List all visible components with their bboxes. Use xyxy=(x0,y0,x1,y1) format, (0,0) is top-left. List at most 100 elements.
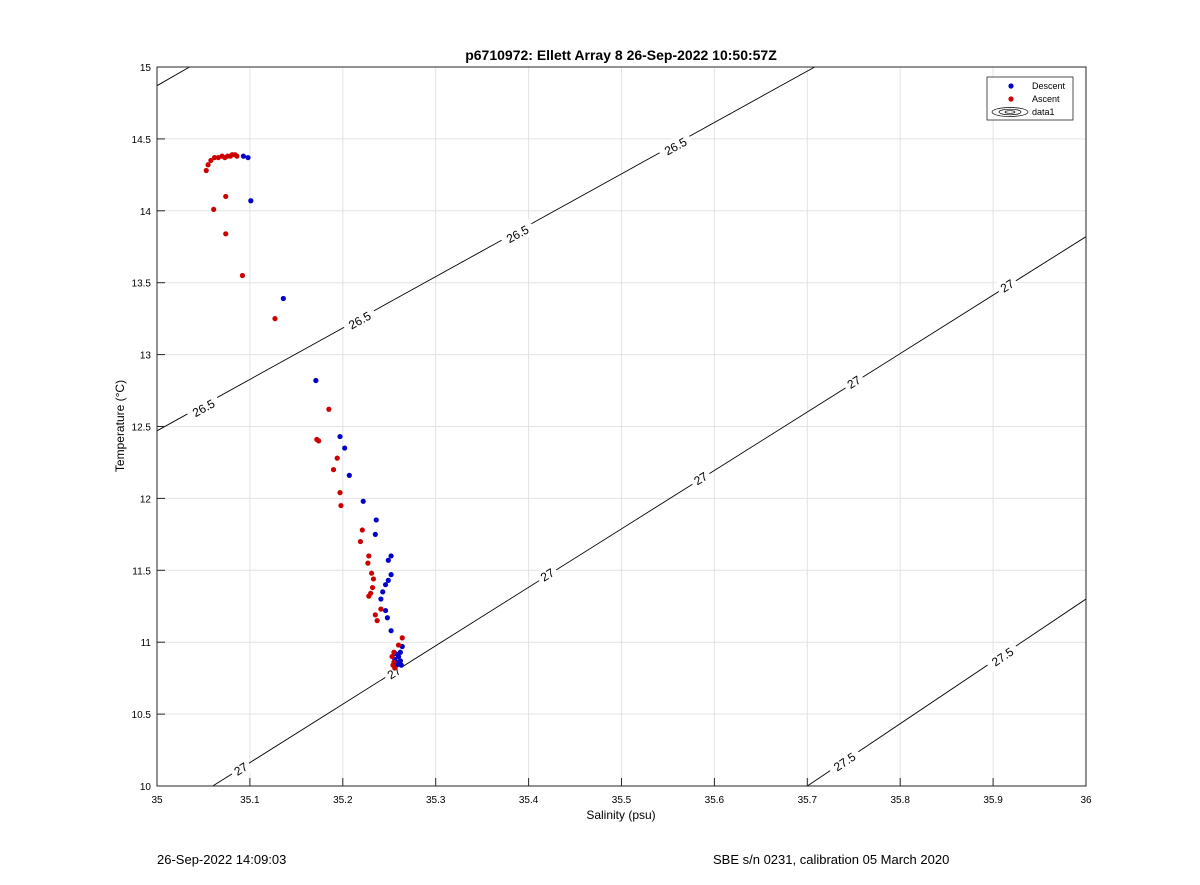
contour-label-bg xyxy=(825,745,864,778)
contour-label: 27 xyxy=(534,562,560,587)
descent-point xyxy=(388,553,394,559)
descent-point xyxy=(382,582,389,588)
ascent-point xyxy=(399,635,405,641)
ascent-point xyxy=(391,649,397,655)
contour-label-bg xyxy=(184,392,223,424)
legend-box xyxy=(986,76,1074,121)
descent-point xyxy=(360,498,366,504)
ascent-point xyxy=(392,665,398,671)
contour-label: 27.5 xyxy=(825,745,864,778)
contour-label-bg xyxy=(687,466,714,491)
contour-label: 27 xyxy=(994,273,1020,298)
chart-title: p6710972: Ellett Array 8 26-Sep-2022 10:… xyxy=(465,47,777,63)
series-descent xyxy=(240,153,405,668)
contour-label: 27 xyxy=(687,466,714,491)
descent-point xyxy=(385,557,391,563)
contour-label-bg xyxy=(340,304,379,336)
descent-point xyxy=(346,472,352,478)
x-tick-label: 35.1 xyxy=(240,795,260,806)
descent-point xyxy=(337,433,343,440)
legend-label-ascent: Ascent xyxy=(1032,94,1060,104)
descent-point xyxy=(380,589,386,595)
descent-point xyxy=(388,628,394,634)
descent-point xyxy=(378,596,384,602)
ascent-point xyxy=(208,157,214,164)
ascent-point xyxy=(370,576,377,582)
ascent-point xyxy=(389,653,395,660)
y-tick-label: 13.5 xyxy=(132,279,152,290)
legend: Descent Ascent data1 xyxy=(986,76,1074,121)
contour-line xyxy=(157,67,190,87)
legend-label-descent: Descent xyxy=(1032,81,1066,91)
ascent-point xyxy=(372,612,378,618)
ascent-point xyxy=(368,570,375,576)
contour-label: 26.5 xyxy=(498,218,537,250)
descent-point xyxy=(280,295,286,302)
ascent-point xyxy=(239,272,246,279)
x-tick-label: 35.5 xyxy=(612,795,632,806)
ascent-point xyxy=(369,584,376,591)
x-tick-label: 35.3 xyxy=(426,795,446,806)
contour-line xyxy=(157,67,815,432)
y-tick-label: 10 xyxy=(140,782,152,793)
contour-label-bg xyxy=(841,369,867,395)
contour-label-bg xyxy=(534,562,560,587)
ascent-point xyxy=(337,490,343,496)
data-points xyxy=(203,152,405,671)
ascent-point xyxy=(395,642,402,648)
ascent-point xyxy=(203,167,209,174)
descent-point xyxy=(342,445,348,451)
ascent-point xyxy=(359,527,365,533)
x-tick-label: 35.2 xyxy=(333,795,353,806)
x-tick-label: 35.9 xyxy=(983,795,1003,806)
y-tick-label: 14 xyxy=(140,207,152,218)
y-tick-label: 15 xyxy=(140,63,152,74)
descent-point xyxy=(313,377,319,384)
footer-calibration: SBE s/n 0231, calibration 05 March 2020 xyxy=(713,852,950,867)
ascent-point xyxy=(211,154,218,161)
series-ascent xyxy=(203,152,405,671)
descent-point xyxy=(245,154,251,161)
ascent-point xyxy=(374,618,380,624)
y-tick-label: 10.5 xyxy=(132,710,152,721)
x-tick-label: 35.7 xyxy=(798,795,818,806)
contour-label-bg xyxy=(983,640,1021,673)
ascent-point xyxy=(314,436,320,443)
contour-label: 26.5 xyxy=(340,304,379,336)
contour-label-bg xyxy=(498,218,537,250)
descent-point xyxy=(388,572,394,578)
grid xyxy=(156,66,1087,787)
y-tick-label: 13 xyxy=(140,351,152,362)
contour-label: 27 xyxy=(841,369,867,395)
y-tick-label: 11.5 xyxy=(132,566,151,577)
ascent-point xyxy=(234,153,240,159)
descent-point xyxy=(397,649,403,655)
ascent-point xyxy=(366,593,372,599)
ascent-point xyxy=(211,206,217,212)
descent-point xyxy=(248,198,254,204)
y-tick-label: 12 xyxy=(140,494,152,505)
contour-label: 27.5 xyxy=(983,640,1021,673)
legend-contour-icon xyxy=(991,107,1029,117)
ascent-point xyxy=(272,316,278,322)
legend-marker-descent xyxy=(1008,83,1014,89)
x-axis-label: Salinity (psu) xyxy=(586,808,655,822)
descent-point xyxy=(382,607,389,614)
x-tick-label: 35.6 xyxy=(705,795,725,806)
contour-line xyxy=(212,236,1086,786)
y-tick-label: 11 xyxy=(141,638,152,649)
contour-label: 26.5 xyxy=(184,392,223,424)
ascent-point xyxy=(223,193,229,200)
y-tick-label: 14.5 xyxy=(132,135,152,146)
descent-point xyxy=(240,153,246,159)
ascent-point xyxy=(366,553,372,559)
descent-point xyxy=(398,662,404,668)
y-axis-label: Temperature (°C) xyxy=(113,380,127,472)
contour-label-bg xyxy=(656,130,695,162)
footer-timestamp: 26-Sep-2022 14:09:03 xyxy=(157,852,287,867)
x-tick-label: 35.4 xyxy=(519,795,539,806)
descent-point xyxy=(373,517,379,523)
ascent-point xyxy=(378,606,384,612)
